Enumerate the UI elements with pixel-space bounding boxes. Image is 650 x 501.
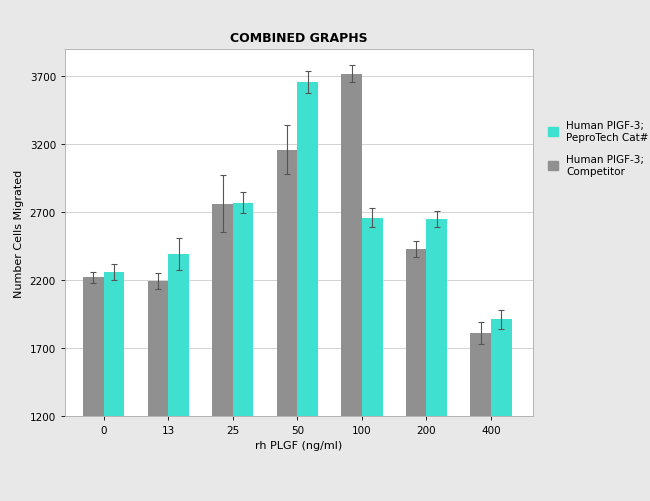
Bar (277, 150, 298, 501)
Bar (362, 218, 383, 501)
Legend: Human PlGF-3;
PeproTech Cat# 100-57, Human PlGF-3;
Competitor: Human PlGF-3; PeproTech Cat# 100-57, Hum… (547, 121, 650, 177)
Bar (491, 320, 512, 501)
Bar (104, 272, 124, 501)
Bar (148, 282, 168, 501)
Bar (406, 249, 426, 501)
Bar (341, 75, 362, 501)
Bar (168, 255, 189, 501)
Bar (471, 333, 491, 501)
Y-axis label: Number Cells Migrated: Number Cells Migrated (14, 169, 24, 297)
Bar (83, 278, 104, 501)
Title: COMBINED GRAPHS: COMBINED GRAPHS (230, 32, 368, 45)
Bar (212, 204, 233, 501)
Bar (426, 219, 447, 501)
Bar (298, 83, 318, 501)
Bar (233, 203, 254, 501)
X-axis label: rh PLGF (ng/ml): rh PLGF (ng/ml) (255, 440, 343, 450)
